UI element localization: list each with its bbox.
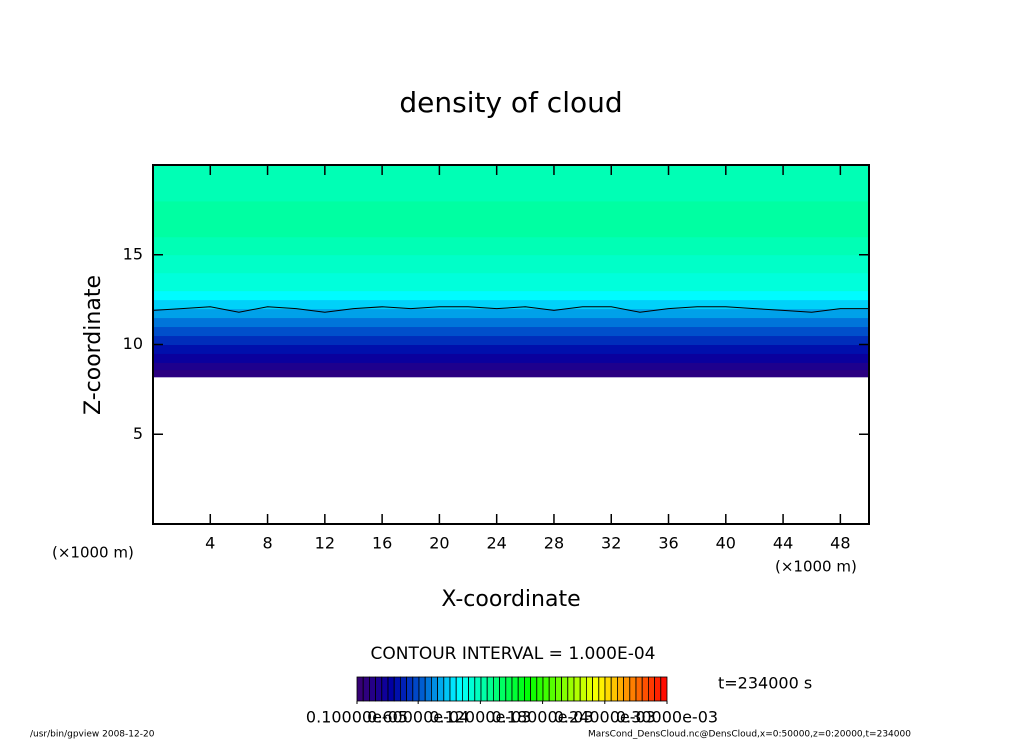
- colorbar-cell: [598, 676, 606, 702]
- y-tick-label: 5: [133, 424, 143, 443]
- colorbar-label: 0.60000e-04: [367, 708, 469, 727]
- y-tick-label: 10: [123, 334, 143, 353]
- field-band: [153, 335, 869, 345]
- x-tick-label: 40: [716, 534, 736, 553]
- time-label: t=234000 s: [718, 674, 812, 693]
- colorbar-cell: [455, 676, 463, 702]
- colorbar-cell: [561, 676, 569, 702]
- colorbar-cell: [443, 676, 451, 702]
- colorbar-cell: [468, 676, 476, 702]
- colorbar-label: 0.30000e-03: [616, 708, 718, 727]
- colorbar-cell: [461, 676, 469, 702]
- colorbar-cell: [586, 676, 594, 702]
- colorbar-label: 0.12000e-03: [429, 708, 531, 727]
- colorbar-cell: [430, 676, 438, 702]
- colorbar-cell: [393, 676, 401, 702]
- colorbar-cell: [660, 676, 668, 702]
- colorbar-cell: [617, 676, 625, 702]
- colorbar-label: 0.24000e-03: [554, 708, 656, 727]
- chart-title: density of cloud: [399, 86, 622, 119]
- colorbar-cell: [567, 676, 575, 702]
- colorbar-cell: [641, 676, 649, 702]
- x-unit-label: (×1000 m): [52, 544, 134, 562]
- colorbar-cell: [604, 676, 612, 702]
- colorbar-cell: [517, 676, 525, 702]
- colorbar-label: 0.18000e-03: [492, 708, 594, 727]
- x-tick-label: 4: [205, 534, 215, 553]
- colorbar-cell: [406, 676, 414, 702]
- colorbar-cell: [573, 676, 581, 702]
- x-tick-label: 8: [262, 534, 272, 553]
- colorbar-cell: [592, 676, 600, 702]
- colorbar-cell: [449, 676, 457, 702]
- colorbar-cell: [387, 676, 395, 702]
- colorbar-cell: [548, 676, 556, 702]
- x-unit-label: (×1000 m): [775, 558, 857, 576]
- colorbar-cell: [511, 676, 519, 702]
- x-tick-label: 36: [658, 534, 678, 553]
- y-axis-label: Z-coordinate: [81, 275, 106, 415]
- field-band: [153, 317, 869, 328]
- colorbar-cell: [629, 676, 637, 702]
- footer-right: MarsCond_DensCloud.nc@DensCloud,x=0:5000…: [588, 730, 911, 740]
- colorbar-cell: [474, 676, 482, 702]
- colorbar-cell: [492, 676, 500, 702]
- colorbar-cell: [505, 676, 513, 702]
- colorbar-cell: [424, 676, 432, 702]
- field-band: [153, 299, 869, 310]
- colorbar-cell: [635, 676, 643, 702]
- field-band: [153, 236, 869, 256]
- field-band: [153, 308, 869, 319]
- colorbar-cell: [530, 676, 538, 702]
- footer-left: /usr/bin/gpview 2008-12-20: [30, 730, 155, 740]
- y-tick-label: 15: [123, 244, 143, 263]
- field-band: [153, 362, 869, 371]
- contour-interval: CONTOUR INTERVAL = 1.000E-04: [371, 644, 656, 664]
- field-band: [153, 353, 869, 363]
- colorbar-cell: [480, 676, 488, 702]
- colorbar-cell: [418, 676, 426, 702]
- colorbar-cell: [381, 676, 389, 702]
- colorbar-cell: [412, 676, 420, 702]
- colorbar-cell: [368, 676, 376, 702]
- colorbar-cell: [499, 676, 507, 702]
- colorbar-cell: [486, 676, 494, 702]
- x-tick-label: 32: [601, 534, 621, 553]
- x-tick-label: 12: [315, 534, 335, 553]
- field-band: [153, 369, 869, 378]
- x-tick-label: 20: [429, 534, 449, 553]
- colorbar-cell: [536, 676, 544, 702]
- x-tick-label: 44: [773, 534, 793, 553]
- x-tick-label: 28: [544, 534, 564, 553]
- colorbar-cell: [356, 676, 364, 702]
- field-band: [153, 272, 869, 292]
- colorbar-cell: [399, 676, 407, 702]
- field-band: [153, 254, 869, 274]
- colorbar-cell: [610, 676, 618, 702]
- colorbar-cell: [623, 676, 631, 702]
- field-band: [153, 344, 869, 354]
- colorbar-cell: [524, 676, 532, 702]
- colorbar-cell: [555, 676, 563, 702]
- field-band: [153, 290, 869, 301]
- colorbar-cell: [375, 676, 383, 702]
- contour-line: [152, 306, 869, 313]
- colorbar-cell: [362, 676, 370, 702]
- colorbar-cell: [542, 676, 550, 702]
- field-band: [153, 326, 869, 337]
- x-tick-label: 24: [487, 534, 507, 553]
- colorbar-cell: [654, 676, 662, 702]
- field-band: [153, 200, 869, 238]
- field-band: [153, 165, 869, 202]
- colorbar-cell: [579, 676, 587, 702]
- x-tick-label: 48: [830, 534, 850, 553]
- colorbar-label: 0.10000e-05: [306, 708, 408, 727]
- colorbar-cell: [648, 676, 656, 702]
- colorbar-cell: [437, 676, 445, 702]
- x-axis-label: X-coordinate: [441, 587, 580, 612]
- x-tick-label: 16: [372, 534, 392, 553]
